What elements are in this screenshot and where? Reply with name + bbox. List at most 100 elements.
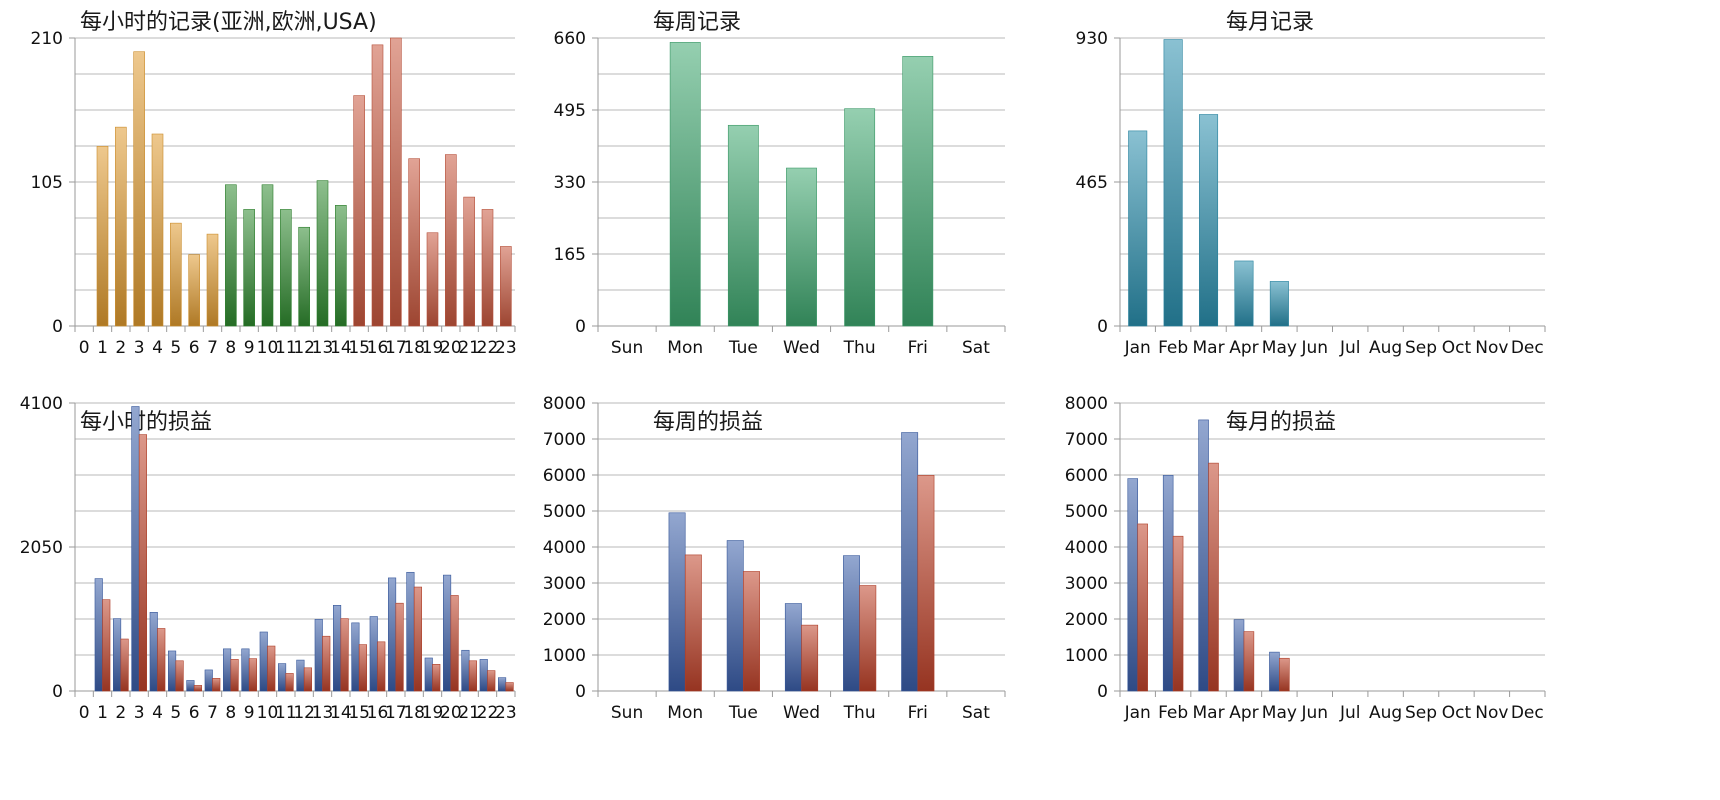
chart-title: 每周记录 <box>653 10 742 35</box>
y-tick-label: 7000 <box>1065 430 1108 450</box>
x-tick-label: 1 <box>97 338 108 358</box>
bar <box>186 680 195 692</box>
x-tick-label: Mar <box>1193 338 1225 358</box>
bar <box>322 635 331 692</box>
bar <box>395 602 404 692</box>
bar <box>1128 130 1148 327</box>
monthly-records-plot: 0 465 930 Jan Feb Mar Apr May Jun Jul Aug Sep Oct Nov… <box>1076 29 1546 358</box>
y-tick-label: 495 <box>554 101 586 121</box>
bar <box>102 599 111 692</box>
x-tick-label: 9 <box>244 703 255 723</box>
x-tick-label: 23 <box>495 338 517 358</box>
x-tick-label: 22 <box>477 703 499 723</box>
bar <box>120 638 129 692</box>
x-tick-label: Sep <box>1405 338 1437 358</box>
weekly-records-plot: 0 165 330 495 660 Sun Mon Tue Wed Thu Fri Sat <box>554 29 1006 358</box>
bar <box>479 659 488 692</box>
bar <box>353 95 365 327</box>
y-tick-label: 4100 <box>20 394 63 414</box>
bar <box>96 146 109 327</box>
x-tick-label: 17 <box>385 338 407 358</box>
chart-title: 每月记录 <box>1226 10 1315 35</box>
x-tick-label: 14 <box>330 338 352 358</box>
bar <box>1127 478 1139 692</box>
x-tick-label: Feb <box>1158 338 1188 358</box>
y-tick-label: 465 <box>1076 173 1108 193</box>
x-tick-label: 3 <box>134 338 145 358</box>
y-tick-label: 1000 <box>1065 646 1108 666</box>
bar <box>726 540 744 692</box>
bar <box>377 641 386 692</box>
bar <box>1269 281 1289 327</box>
y-tick-label: 0 <box>1097 317 1108 337</box>
x-tick-label: Mar <box>1193 703 1225 723</box>
x-tick-label: Jul <box>1339 338 1361 358</box>
bar <box>1137 523 1148 692</box>
bar <box>684 554 702 692</box>
x-tick-label: Fri <box>908 338 928 358</box>
bar <box>406 571 415 692</box>
x-tick-label: Aug <box>1369 338 1402 358</box>
x-tick-label: 5 <box>170 703 181 723</box>
y-tick-label: 6000 <box>1065 466 1108 486</box>
bar <box>1269 651 1280 692</box>
x-tick-label: 3 <box>134 703 145 723</box>
bar <box>278 663 287 692</box>
bar <box>369 616 378 692</box>
bar <box>115 126 127 327</box>
x-tick-label: Thu <box>843 338 876 358</box>
x-tick-label: Thu <box>843 703 876 723</box>
x-tick-label: Feb <box>1158 703 1188 723</box>
x-tick-label: 13 <box>312 338 334 358</box>
bar <box>801 624 819 692</box>
x-tick-label: 20 <box>440 338 462 358</box>
x-tick-label: 0 <box>79 338 90 358</box>
y-tick-label: 2050 <box>20 538 63 558</box>
bar <box>859 585 877 692</box>
bar <box>843 555 860 692</box>
bar <box>390 37 402 327</box>
x-tick-label: Jun <box>1301 338 1329 358</box>
y-tick-label: 3000 <box>1065 574 1108 594</box>
y-tick-label: 4000 <box>1065 538 1108 558</box>
x-tick-label: 11 <box>275 338 297 358</box>
hourly-profit-chart: 每小时的损益 0 2050 4100 0 1 2 3 4 5 6 7 8 9 10 11 12 13 14 15 16… <box>0 394 573 800</box>
monthly-profit-chart: 每月的损益 0 1000 2000 3000 4000 5000 6000 7000 8000 J… <box>1065 394 1720 800</box>
x-tick-label: Wed <box>783 703 820 723</box>
bar <box>1208 462 1219 692</box>
x-tick-label: 6 <box>189 338 200 358</box>
bar <box>463 196 475 327</box>
bar <box>424 657 433 692</box>
x-tick-label: 8 <box>225 338 236 358</box>
bar <box>500 246 512 327</box>
x-tick-label: Apr <box>1229 338 1258 358</box>
bar <box>505 682 514 692</box>
x-tick-label: 7 <box>207 703 218 723</box>
y-tick-label: 7000 <box>543 430 586 450</box>
y-tick-label: 8000 <box>1065 394 1108 414</box>
bar <box>426 232 439 327</box>
hourly-records-chart: 每小时的记录(亚洲,欧洲,USA) 0 105 210 0 1 2 3 4 5 6 7 8 9 10 11 1… <box>0 0 573 400</box>
x-tick-label: 10 <box>257 703 279 723</box>
x-tick-label: Apr <box>1229 703 1258 723</box>
bar <box>1198 419 1209 692</box>
bar <box>844 108 876 327</box>
y-tick-label: 105 <box>31 173 63 193</box>
x-tick-label: 0 <box>79 703 90 723</box>
x-tick-label: 12 <box>293 703 315 723</box>
bar <box>241 648 250 692</box>
x-tick-label: Tue <box>728 338 758 358</box>
weekly-profit-plot: 0 1000 2000 3000 4000 5000 6000 7000 8000 Sun Mon T… <box>543 394 1006 723</box>
y-tick-label: 6000 <box>543 466 586 486</box>
bar <box>1279 657 1290 692</box>
x-tick-label: Mon <box>667 703 703 723</box>
y-tick-label: 165 <box>554 245 586 265</box>
bar <box>280 209 292 327</box>
x-tick-label: 1 <box>97 703 108 723</box>
bar <box>408 158 420 327</box>
x-tick-label: 2 <box>115 338 126 358</box>
x-tick-label: Oct <box>1442 338 1472 358</box>
y-tick-label: 0 <box>575 317 586 337</box>
bar <box>204 669 213 692</box>
